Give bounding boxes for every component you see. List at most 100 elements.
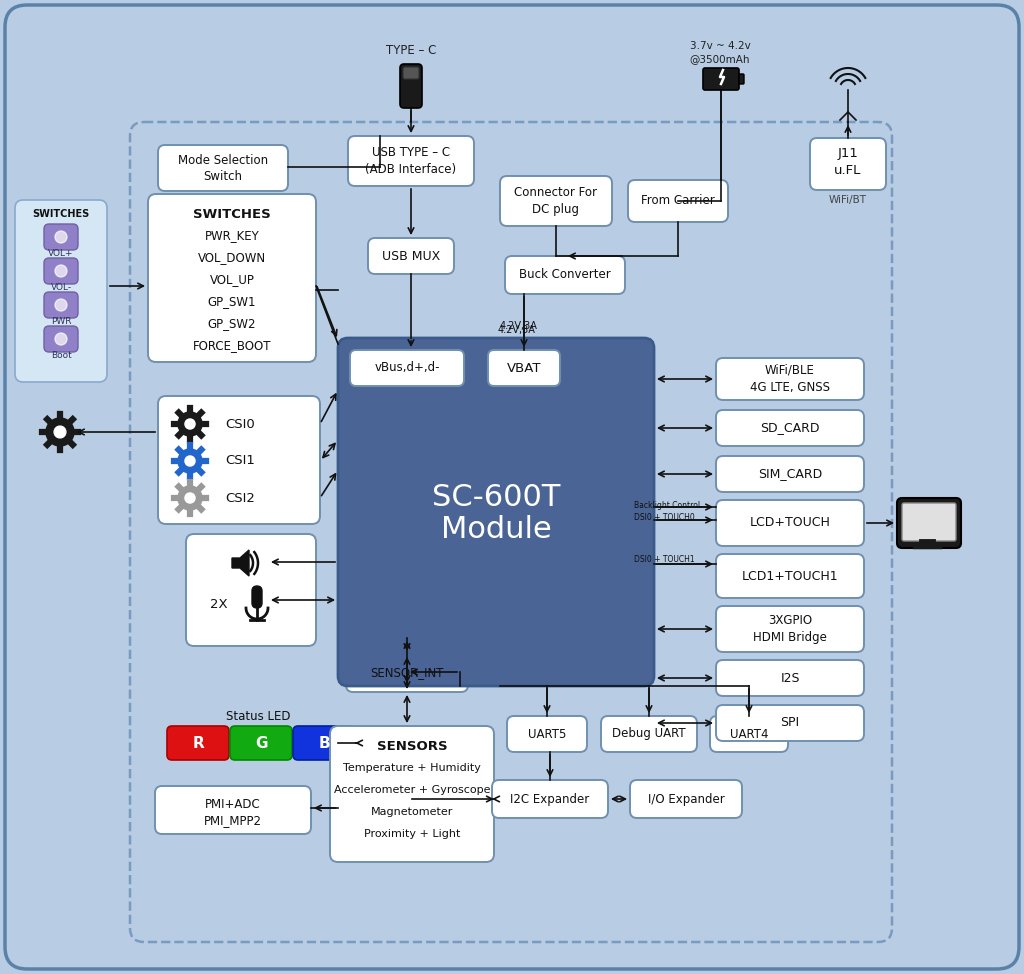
- Text: WiFi/BLE: WiFi/BLE: [765, 363, 815, 377]
- FancyBboxPatch shape: [488, 350, 560, 386]
- Text: 4G LTE, GNSS: 4G LTE, GNSS: [750, 382, 830, 394]
- Text: (ADB Interface): (ADB Interface): [366, 164, 457, 176]
- FancyBboxPatch shape: [338, 338, 654, 686]
- Text: TYPE – C: TYPE – C: [386, 44, 436, 56]
- Text: Connector For: Connector For: [514, 186, 597, 200]
- Text: SIM_CARD: SIM_CARD: [758, 468, 822, 480]
- Circle shape: [185, 456, 195, 466]
- Text: SWITCHES: SWITCHES: [33, 209, 90, 219]
- Text: Switch: Switch: [204, 170, 243, 183]
- Text: J11: J11: [838, 147, 858, 161]
- Text: LCD+TOUCH: LCD+TOUCH: [750, 516, 830, 530]
- Text: PWR_KEY: PWR_KEY: [205, 230, 259, 243]
- FancyBboxPatch shape: [716, 660, 864, 696]
- FancyBboxPatch shape: [158, 145, 288, 191]
- FancyBboxPatch shape: [810, 138, 886, 190]
- Polygon shape: [232, 550, 249, 576]
- Circle shape: [178, 449, 202, 473]
- Text: @3500mAh: @3500mAh: [690, 54, 751, 64]
- FancyBboxPatch shape: [44, 292, 78, 318]
- Text: DSI0 + TOUCH0: DSI0 + TOUCH0: [634, 513, 694, 522]
- FancyBboxPatch shape: [507, 716, 587, 752]
- Text: VOL-: VOL-: [50, 283, 72, 292]
- FancyBboxPatch shape: [400, 64, 422, 108]
- Text: GP_SW1: GP_SW1: [208, 295, 256, 309]
- Circle shape: [54, 426, 66, 438]
- FancyBboxPatch shape: [601, 716, 697, 752]
- Circle shape: [55, 265, 67, 277]
- Text: LCD1+TOUCH1: LCD1+TOUCH1: [741, 570, 839, 582]
- FancyBboxPatch shape: [492, 780, 608, 818]
- FancyBboxPatch shape: [15, 200, 106, 382]
- Text: SWITCHES: SWITCHES: [194, 207, 271, 220]
- Text: USB MUX: USB MUX: [382, 249, 440, 263]
- Text: I/O Expander: I/O Expander: [647, 793, 724, 805]
- Text: SD_CARD: SD_CARD: [760, 422, 820, 434]
- Text: u.FL: u.FL: [835, 164, 861, 176]
- Text: Proximity + Light: Proximity + Light: [364, 829, 460, 839]
- FancyBboxPatch shape: [716, 554, 864, 598]
- FancyBboxPatch shape: [505, 256, 625, 294]
- Text: VOL_UP: VOL_UP: [210, 274, 254, 286]
- Text: DSI0 + TOUCH1: DSI0 + TOUCH1: [634, 555, 694, 565]
- Circle shape: [178, 486, 202, 510]
- FancyBboxPatch shape: [346, 654, 468, 692]
- Text: GP_SW2: GP_SW2: [208, 318, 256, 330]
- FancyBboxPatch shape: [350, 350, 464, 386]
- FancyBboxPatch shape: [716, 705, 864, 741]
- Text: I2C Expander: I2C Expander: [510, 793, 590, 805]
- Text: VBAT: VBAT: [507, 361, 542, 374]
- Circle shape: [55, 299, 67, 311]
- FancyBboxPatch shape: [293, 726, 355, 760]
- Text: Temperature + Humidity: Temperature + Humidity: [343, 763, 481, 773]
- FancyBboxPatch shape: [710, 716, 788, 752]
- FancyBboxPatch shape: [716, 410, 864, 446]
- FancyBboxPatch shape: [628, 180, 728, 222]
- Text: vBus,d+,d-: vBus,d+,d-: [374, 361, 439, 374]
- Circle shape: [185, 419, 195, 429]
- Text: Magnetometer: Magnetometer: [371, 807, 454, 817]
- FancyBboxPatch shape: [716, 358, 864, 400]
- Text: DC plug: DC plug: [532, 204, 580, 216]
- FancyBboxPatch shape: [230, 726, 292, 760]
- Text: CSI1: CSI1: [225, 455, 255, 468]
- FancyBboxPatch shape: [44, 224, 78, 250]
- Text: PMI+ADC: PMI+ADC: [205, 798, 261, 810]
- FancyBboxPatch shape: [158, 396, 319, 524]
- Text: SC-600T: SC-600T: [432, 482, 560, 511]
- FancyBboxPatch shape: [5, 5, 1019, 969]
- FancyBboxPatch shape: [897, 498, 961, 548]
- Text: I2S: I2S: [780, 671, 800, 685]
- Text: PWR: PWR: [51, 318, 72, 326]
- FancyBboxPatch shape: [739, 74, 744, 84]
- FancyBboxPatch shape: [44, 258, 78, 284]
- FancyBboxPatch shape: [630, 780, 742, 818]
- FancyBboxPatch shape: [330, 726, 494, 862]
- FancyBboxPatch shape: [44, 326, 78, 352]
- FancyBboxPatch shape: [348, 136, 474, 186]
- FancyBboxPatch shape: [716, 456, 864, 492]
- Text: 3.7v ~ 4.2v: 3.7v ~ 4.2v: [689, 41, 751, 51]
- Text: Mode Selection: Mode Selection: [178, 154, 268, 167]
- Text: HDMI Bridge: HDMI Bridge: [753, 631, 827, 645]
- Text: Accelerometer + Gyroscope: Accelerometer + Gyroscope: [334, 785, 490, 795]
- Text: From Carrier: From Carrier: [641, 195, 715, 207]
- Text: Module: Module: [440, 515, 551, 544]
- FancyBboxPatch shape: [155, 786, 311, 834]
- FancyBboxPatch shape: [902, 503, 956, 541]
- Text: 4.2V,3A: 4.2V,3A: [498, 325, 536, 335]
- Text: SENSOR_INT: SENSOR_INT: [371, 666, 443, 680]
- FancyBboxPatch shape: [148, 194, 316, 362]
- Text: 3XGPIO: 3XGPIO: [768, 614, 812, 626]
- FancyBboxPatch shape: [716, 500, 864, 546]
- Text: FORCE_BOOT: FORCE_BOOT: [193, 340, 271, 353]
- FancyBboxPatch shape: [186, 534, 316, 646]
- Text: PMI_MPP2: PMI_MPP2: [204, 814, 262, 828]
- Text: Backlight Control: Backlight Control: [634, 501, 700, 509]
- Text: SENSORS: SENSORS: [377, 739, 447, 753]
- FancyBboxPatch shape: [252, 586, 262, 608]
- Circle shape: [55, 231, 67, 243]
- Text: B: B: [318, 735, 330, 751]
- Circle shape: [46, 418, 74, 446]
- Text: WiFi/BT: WiFi/BT: [829, 195, 867, 205]
